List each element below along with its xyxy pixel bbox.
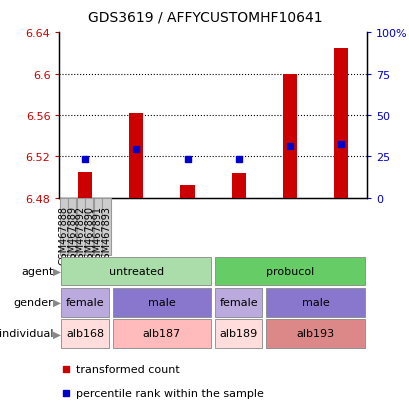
Text: GDS3619 / AFFYCUSTOMHF10641: GDS3619 / AFFYCUSTOMHF10641 <box>88 10 321 24</box>
Text: GSM467888: GSM467888 <box>58 205 69 264</box>
Bar <box>266 288 364 317</box>
Bar <box>61 319 108 348</box>
Bar <box>333 48 348 198</box>
Bar <box>215 319 262 348</box>
Bar <box>61 257 211 286</box>
Bar <box>112 288 211 317</box>
Bar <box>129 114 143 198</box>
Text: GSM467891: GSM467891 <box>93 205 103 264</box>
Bar <box>94 199 102 256</box>
Bar <box>68 199 76 256</box>
Text: alb189: alb189 <box>219 328 257 339</box>
Text: GSM467892: GSM467892 <box>76 205 85 264</box>
Text: probucol: probucol <box>265 266 313 277</box>
Text: male: male <box>148 297 175 308</box>
Bar <box>266 319 364 348</box>
Bar <box>61 288 108 317</box>
Text: female: female <box>219 297 258 308</box>
Text: agent: agent <box>21 266 53 277</box>
Text: transformed count: transformed count <box>76 364 180 374</box>
Text: ▶: ▶ <box>53 297 61 308</box>
Text: male: male <box>301 297 329 308</box>
Text: GSM467890: GSM467890 <box>84 205 94 264</box>
Bar <box>180 186 194 198</box>
Text: alb187: alb187 <box>142 328 181 339</box>
Bar <box>78 173 92 198</box>
Bar <box>59 199 67 256</box>
Text: individual: individual <box>0 328 53 339</box>
Bar <box>85 199 93 256</box>
Text: alb193: alb193 <box>296 328 334 339</box>
Text: female: female <box>65 297 104 308</box>
Text: ▶: ▶ <box>53 328 61 339</box>
Text: GSM467893: GSM467893 <box>101 205 111 264</box>
Text: alb168: alb168 <box>66 328 104 339</box>
Text: gender: gender <box>13 297 53 308</box>
Text: untreated: untreated <box>108 266 164 277</box>
Bar <box>76 199 85 256</box>
Text: percentile rank within the sample: percentile rank within the sample <box>76 388 263 398</box>
Bar <box>112 319 211 348</box>
Bar <box>215 288 262 317</box>
Bar <box>231 173 245 198</box>
Text: GSM467889: GSM467889 <box>67 205 77 264</box>
Text: ▶: ▶ <box>53 266 61 277</box>
Bar <box>282 74 297 198</box>
Bar <box>215 257 364 286</box>
Bar <box>102 199 110 256</box>
